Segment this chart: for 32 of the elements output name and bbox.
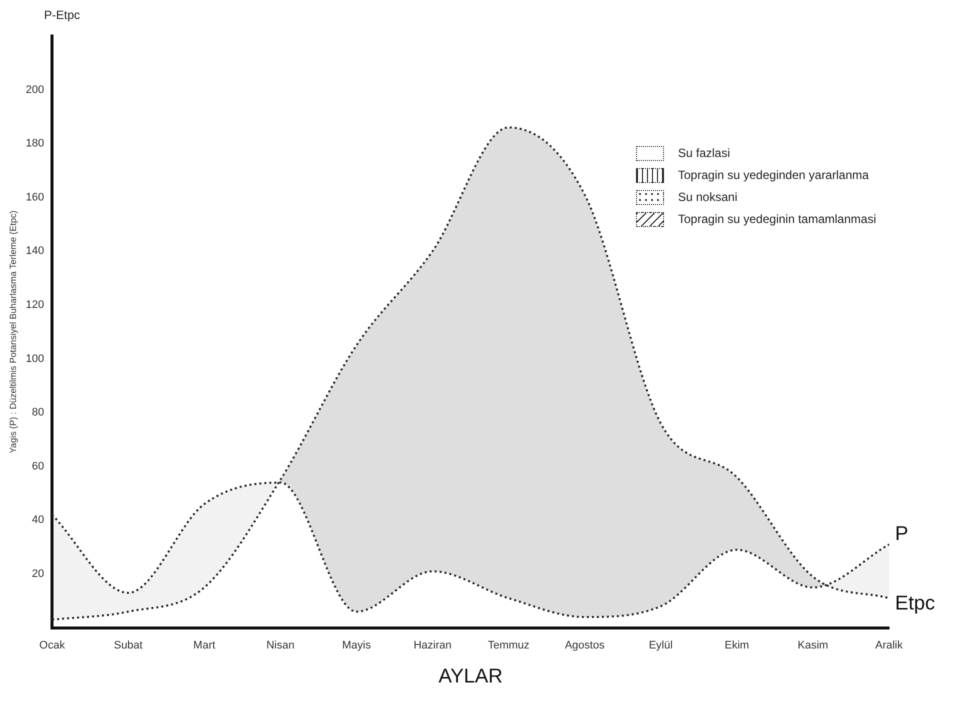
y-tick-label: 200 [26,84,44,96]
line-series [51,126,890,621]
series-label: Etpc [895,592,936,615]
x-tick-label: Nisan [266,639,294,652]
series-label: P [895,522,908,545]
x-tick-label: Ocak [39,639,66,652]
y-tick-label: 140 [26,245,44,258]
annotation: Su noksani [678,190,738,204]
y-tick-label: 180 [26,138,44,150]
y-tick-label: 20 [32,568,44,580]
annotation: Su fazlasi [678,146,730,160]
x-tick-label: Kasim [798,639,828,652]
y-tick-label: 100 [26,352,44,365]
x-axis-title: AYLAR [438,666,503,688]
x-tick-label: Mayis [342,639,372,652]
x-tick-label: Aralik [875,639,904,652]
text: P-Etpc [44,8,80,22]
x-tick-label: Subat [114,639,143,652]
x-tick-label: Mart [193,639,216,652]
y-tick-label: 40 [32,514,44,526]
y-tick-label: 80 [32,406,44,419]
x-tick-label: Ekim [724,639,750,652]
y-tick-label: 120 [26,299,44,312]
y-axis-title: Yagis (P) : Düzeltilmis Potansiyel Buharlasma Terleme (Etpc) [8,210,18,454]
y-tick-label: 60 [32,460,44,472]
annotation: Topragin su yedeginden yararlanma [678,168,869,182]
y-tick-label: 160 [26,191,44,204]
x-tick-label: Agostos [564,639,606,652]
x-tick-label: Eylül [648,639,673,652]
annotation: Topragin su yedeginin tamamlanmasi [678,212,876,226]
x-tick-label: Haziran [414,639,452,652]
x-tick-label: Temmuz [488,639,530,652]
